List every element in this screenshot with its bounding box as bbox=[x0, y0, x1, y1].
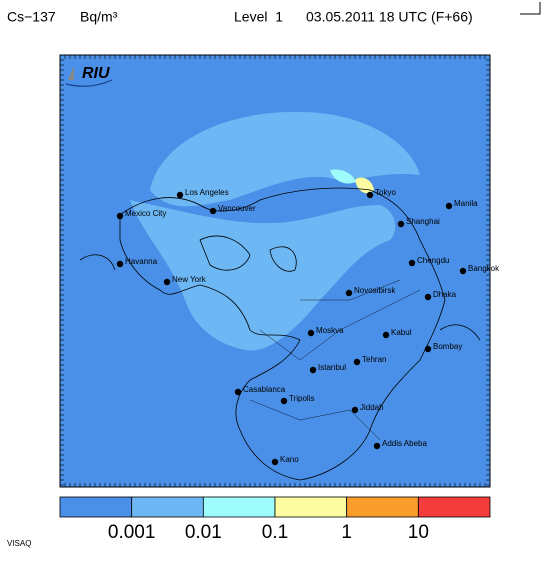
city-label: Manila bbox=[454, 199, 478, 208]
forecast-time: 03.05.2011 18 UTC (F+66) bbox=[306, 9, 473, 25]
city-label: Shanghai bbox=[406, 217, 440, 226]
map-frame bbox=[59, 54, 491, 488]
city-label: Chengdu bbox=[417, 256, 449, 265]
coastlines bbox=[79, 187, 481, 481]
city-label: Vancouver bbox=[218, 204, 256, 213]
city-label: Addis Abeba bbox=[382, 439, 427, 448]
map-area: RIU Los Angeles Tokyo Mexico City Vancouver… bbox=[59, 54, 500, 488]
corner-mark bbox=[520, 2, 541, 15]
logo-swoosh bbox=[65, 79, 113, 87]
city-marker bbox=[424, 345, 432, 353]
colorbar-swatch bbox=[131, 496, 204, 518]
colorbar-swatch bbox=[59, 496, 133, 518]
logo-mark bbox=[68, 66, 74, 80]
city-label: Tokyo bbox=[375, 188, 396, 197]
frame-ticks bbox=[59, 54, 491, 487]
city-marker bbox=[366, 191, 374, 199]
city-marker bbox=[209, 207, 217, 215]
city-marker bbox=[116, 212, 124, 220]
colorbar-label: 1 bbox=[341, 522, 352, 543]
colorbar: 0.001 0.01 0.1 1 10 bbox=[59, 496, 491, 543]
city-marker bbox=[424, 293, 432, 301]
city-marker bbox=[397, 220, 405, 228]
city-marker bbox=[163, 278, 171, 286]
city-marker bbox=[307, 329, 315, 337]
city-marker bbox=[382, 331, 390, 339]
city-label: Bangkok bbox=[468, 264, 500, 273]
city-marker bbox=[280, 397, 288, 405]
substance: Cs−137 bbox=[7, 9, 56, 25]
city-label: Jiddah bbox=[360, 403, 384, 412]
city-marker bbox=[271, 458, 279, 466]
plume-region bbox=[150, 111, 420, 207]
city-label: Tripolis bbox=[289, 394, 314, 403]
logo: RIU bbox=[82, 65, 110, 82]
city-label: Dhaka bbox=[433, 290, 457, 299]
city-label: Bombay bbox=[433, 342, 462, 351]
city-marker bbox=[373, 442, 381, 450]
colorbar-swatch bbox=[346, 496, 419, 518]
city-label: New York bbox=[172, 275, 207, 284]
colorbar-swatch bbox=[417, 496, 491, 518]
colorbar-label: 0.001 bbox=[108, 522, 156, 543]
colorbar-label: 0.1 bbox=[262, 522, 288, 543]
city-marker bbox=[234, 388, 242, 396]
city-label: Kabul bbox=[391, 328, 412, 337]
city-label: Mexico City bbox=[125, 209, 166, 218]
city-marker bbox=[351, 406, 359, 414]
city-label: Los Angeles bbox=[185, 188, 229, 197]
city-label: Istanbul bbox=[318, 363, 346, 372]
colorbar-label: 10 bbox=[408, 522, 429, 543]
unit: Bq/m³ bbox=[80, 9, 118, 25]
cities: Los Angeles Tokyo Mexico City Vancouver Mani… bbox=[116, 188, 500, 466]
city-marker bbox=[345, 289, 353, 297]
city-marker bbox=[353, 358, 361, 366]
city-marker bbox=[309, 366, 317, 374]
borders bbox=[249, 279, 421, 441]
plume-region bbox=[130, 200, 396, 351]
city-label: Kano bbox=[280, 455, 299, 464]
level: Level 1 bbox=[234, 9, 283, 25]
colorbar-label: 0.01 bbox=[185, 522, 222, 543]
city-marker bbox=[459, 267, 467, 275]
city-label: Novosibirsk bbox=[354, 286, 396, 295]
city-marker bbox=[176, 191, 184, 199]
city-label: Casablanca bbox=[243, 385, 286, 394]
city-label: Tehran bbox=[362, 355, 386, 364]
city-marker bbox=[408, 259, 416, 267]
plume-region bbox=[330, 169, 356, 184]
colorbar-swatch bbox=[202, 496, 276, 518]
footer: VISAQ bbox=[7, 539, 31, 548]
colorbar-swatch bbox=[274, 496, 348, 518]
city-marker bbox=[116, 260, 124, 268]
city-marker bbox=[445, 202, 453, 210]
city-label: Havanna bbox=[125, 257, 158, 266]
city-label: Moskva bbox=[316, 326, 344, 335]
